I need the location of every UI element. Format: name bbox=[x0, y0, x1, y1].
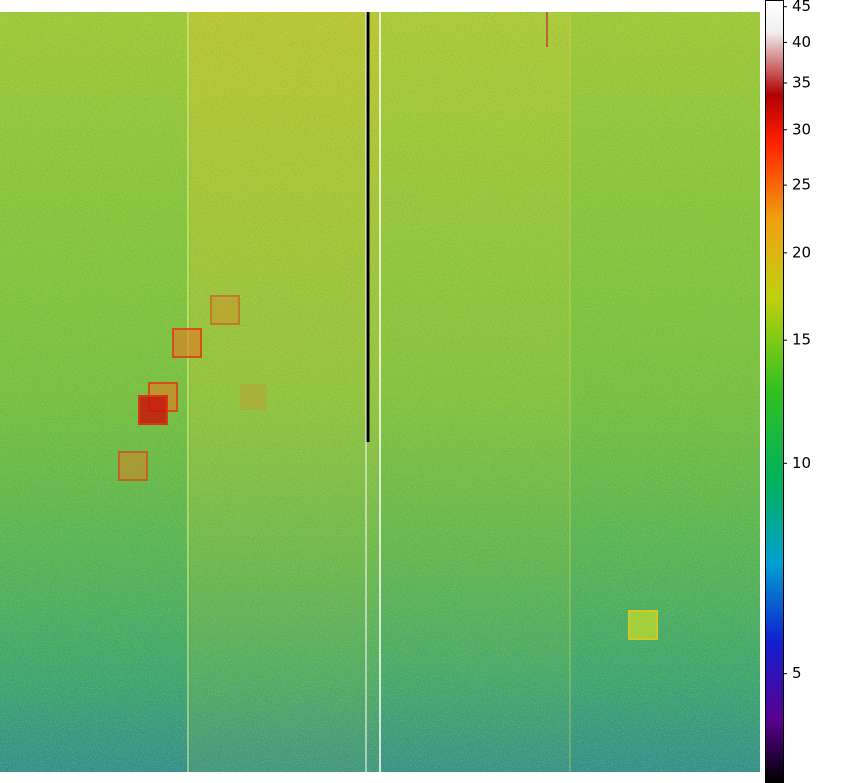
hot-spot bbox=[210, 295, 240, 325]
colorbar-tick-label: 5 bbox=[792, 664, 802, 682]
colorbar-tick-label: 45 bbox=[792, 0, 811, 15]
colorbar-tick-label: 10 bbox=[792, 454, 811, 472]
colorbar-tick-label: 15 bbox=[792, 331, 811, 349]
hot-spot bbox=[172, 328, 202, 358]
hot-spot bbox=[240, 384, 266, 410]
hot-spot bbox=[118, 451, 148, 481]
colorbar-tick-label: 25 bbox=[792, 176, 811, 194]
colorbar-tick-label: 40 bbox=[792, 33, 811, 51]
colorbar-tick-label: 20 bbox=[792, 243, 811, 261]
colorbar-tick-label: 35 bbox=[792, 73, 811, 91]
hot-spot bbox=[138, 395, 168, 425]
colorbar-tick-label: 30 bbox=[792, 120, 811, 138]
noise bbox=[0, 12, 760, 772]
hot-spot bbox=[628, 610, 658, 640]
heatmap-image bbox=[0, 12, 760, 772]
